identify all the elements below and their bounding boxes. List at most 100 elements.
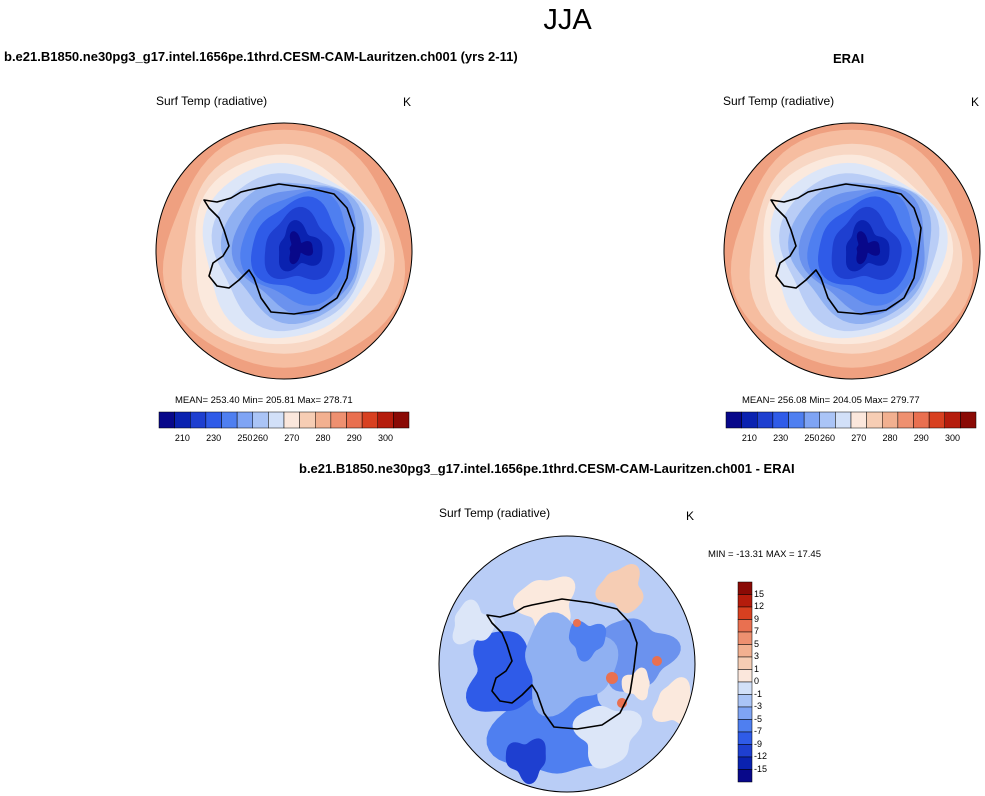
model-colorbar-cell <box>377 411 394 429</box>
diff-colorbar <box>737 581 753 783</box>
model-stats: MEAN= 253.40 Min= 205.81 Max= 278.71 <box>175 395 353 406</box>
diff-colorbar-cell <box>737 756 753 770</box>
diff-colorbar-tick-label: -5 <box>754 713 763 724</box>
model-colorbar-cell <box>252 411 269 429</box>
diff-colorbar-cell <box>737 631 753 645</box>
diff-patch-9 <box>568 620 607 662</box>
obs-colorbar-cell <box>897 411 914 429</box>
obs-colorbar-tick-label: 270 <box>851 433 867 443</box>
obs-colorbar-cell <box>741 411 758 429</box>
model-colorbar-tick-label: 230 <box>206 433 222 443</box>
model-colorbar-cell <box>299 411 316 429</box>
obs-colorbar-cell <box>960 411 977 429</box>
diff-colorbar-tick-label: 1 <box>754 663 760 674</box>
obs-colorbar-cell <box>944 411 961 429</box>
obs-colorbar-cell <box>850 411 867 429</box>
model-colorbar-cell <box>221 411 238 429</box>
model-colorbar-tick-label: 290 <box>346 433 362 443</box>
diff-colorbar-cell <box>737 669 753 683</box>
obs-units: K <box>971 95 980 109</box>
diff-colorbar-tick-label: -3 <box>754 701 763 711</box>
diff-case-title: b.e21.B1850.ne30pg3_g17.intel.1656pe.1th… <box>299 461 795 476</box>
diff-colorbar-tick-label: 0 <box>754 676 760 686</box>
obs-map <box>723 122 981 380</box>
obs-colorbar-tick-label: 260 <box>820 433 836 443</box>
model-colorbar-cell <box>393 411 410 429</box>
obs-colorbar-cell <box>725 411 742 429</box>
diff-colorbar-tick-label: 3 <box>754 651 760 661</box>
model-colorbar-cell <box>283 411 300 429</box>
model-colorbar-cell <box>315 411 332 429</box>
model-plot-title: Surf Temp (radiative) <box>156 94 268 108</box>
diff-warm-spot-0 <box>606 672 618 684</box>
model-case-title: b.e21.B1850.ne30pg3_g17.intel.1656pe.1th… <box>4 49 518 64</box>
diff-patch-7 <box>452 599 495 645</box>
model-colorbar-tick-label: 300 <box>378 433 394 443</box>
diff-units: K <box>686 509 695 523</box>
diff-colorbar-tick-label: 9 <box>754 613 760 624</box>
model-colorbar-cell <box>158 411 175 429</box>
model-colorbar-cell <box>361 411 378 429</box>
diff-colorbar-tick-label: 15 <box>754 588 765 599</box>
obs-colorbar <box>725 411 977 429</box>
diff-patch-10 <box>505 738 546 785</box>
diff-colorbar-tick-label: 12 <box>754 601 765 611</box>
diff-colorbar-cell <box>737 769 753 783</box>
obs-band-11 <box>856 231 881 265</box>
diff-colorbar-cell <box>737 744 753 758</box>
diff-colorbar-tick-label: -1 <box>754 688 763 699</box>
diff-colorbar-cell <box>737 719 753 733</box>
diff-stats: MIN = -13.31 MAX = 17.45 <box>708 549 822 560</box>
season-title: JJA <box>543 4 592 36</box>
model-colorbar-tick-label: 260 <box>253 433 269 443</box>
model-colorbar-cell <box>268 411 285 429</box>
diff-colorbar-cell <box>737 644 753 658</box>
model-colorbar-cell <box>205 411 222 429</box>
obs-case-title: ERAI <box>833 51 865 66</box>
obs-colorbar-tick-label: 300 <box>945 433 961 443</box>
diff-colorbar-cell <box>737 706 753 720</box>
diff-colorbar-cell <box>737 694 753 708</box>
diff-colorbar-cell <box>737 656 753 670</box>
obs-plot-title: Surf Temp (radiative) <box>723 94 835 108</box>
diff-colorbar-tick-label: 5 <box>754 638 760 649</box>
diff-patch-11 <box>621 667 650 701</box>
diff-colorbar-tick-label: 7 <box>754 626 760 636</box>
diff-colorbar-tick-label: -15 <box>754 763 768 774</box>
obs-colorbar-cell <box>835 411 852 429</box>
diff-colorbar-cell <box>737 681 753 695</box>
model-map-border <box>155 122 413 380</box>
obs-colorbar-tick-label: 280 <box>882 433 898 443</box>
model-colorbar-tick-label: 250 <box>237 433 253 443</box>
model-colorbar <box>158 411 410 429</box>
diff-warm-spot-3 <box>573 619 581 627</box>
obs-colorbar-tick-label: 250 <box>804 433 820 443</box>
diff-colorbar-cell <box>737 606 753 620</box>
obs-colorbar-cell <box>788 411 805 429</box>
obs-coastline <box>770 183 922 315</box>
model-map <box>155 122 413 380</box>
diff-colorbar-cell <box>737 594 753 608</box>
diff-colorbar-tick-label: -7 <box>754 726 763 736</box>
obs-map-border <box>723 122 981 380</box>
model-colorbar-tick-label: 270 <box>284 433 300 443</box>
diff-colorbar-cell <box>737 619 753 633</box>
diff-patch-5 <box>595 564 644 614</box>
obs-colorbar-cell <box>819 411 836 429</box>
diff-colorbar-cell <box>737 731 753 745</box>
model-colorbar-tick-label: 280 <box>315 433 331 443</box>
model-colorbar-cell <box>330 411 347 429</box>
diff-colorbar-cell <box>737 581 753 595</box>
diff-map-border <box>438 535 696 793</box>
diff-patch-2 <box>601 618 681 692</box>
diff-colorbar-tick-label: -9 <box>754 738 763 749</box>
model-colorbar-cell <box>236 411 253 429</box>
obs-colorbar-tick-label: 230 <box>773 433 789 443</box>
diff-warm-spot-2 <box>652 656 662 666</box>
obs-colorbar-cell <box>913 411 930 429</box>
obs-colorbar-cell <box>803 411 820 429</box>
obs-colorbar-cell <box>866 411 883 429</box>
model-units: K <box>403 95 412 109</box>
model-band-11 <box>289 231 314 265</box>
